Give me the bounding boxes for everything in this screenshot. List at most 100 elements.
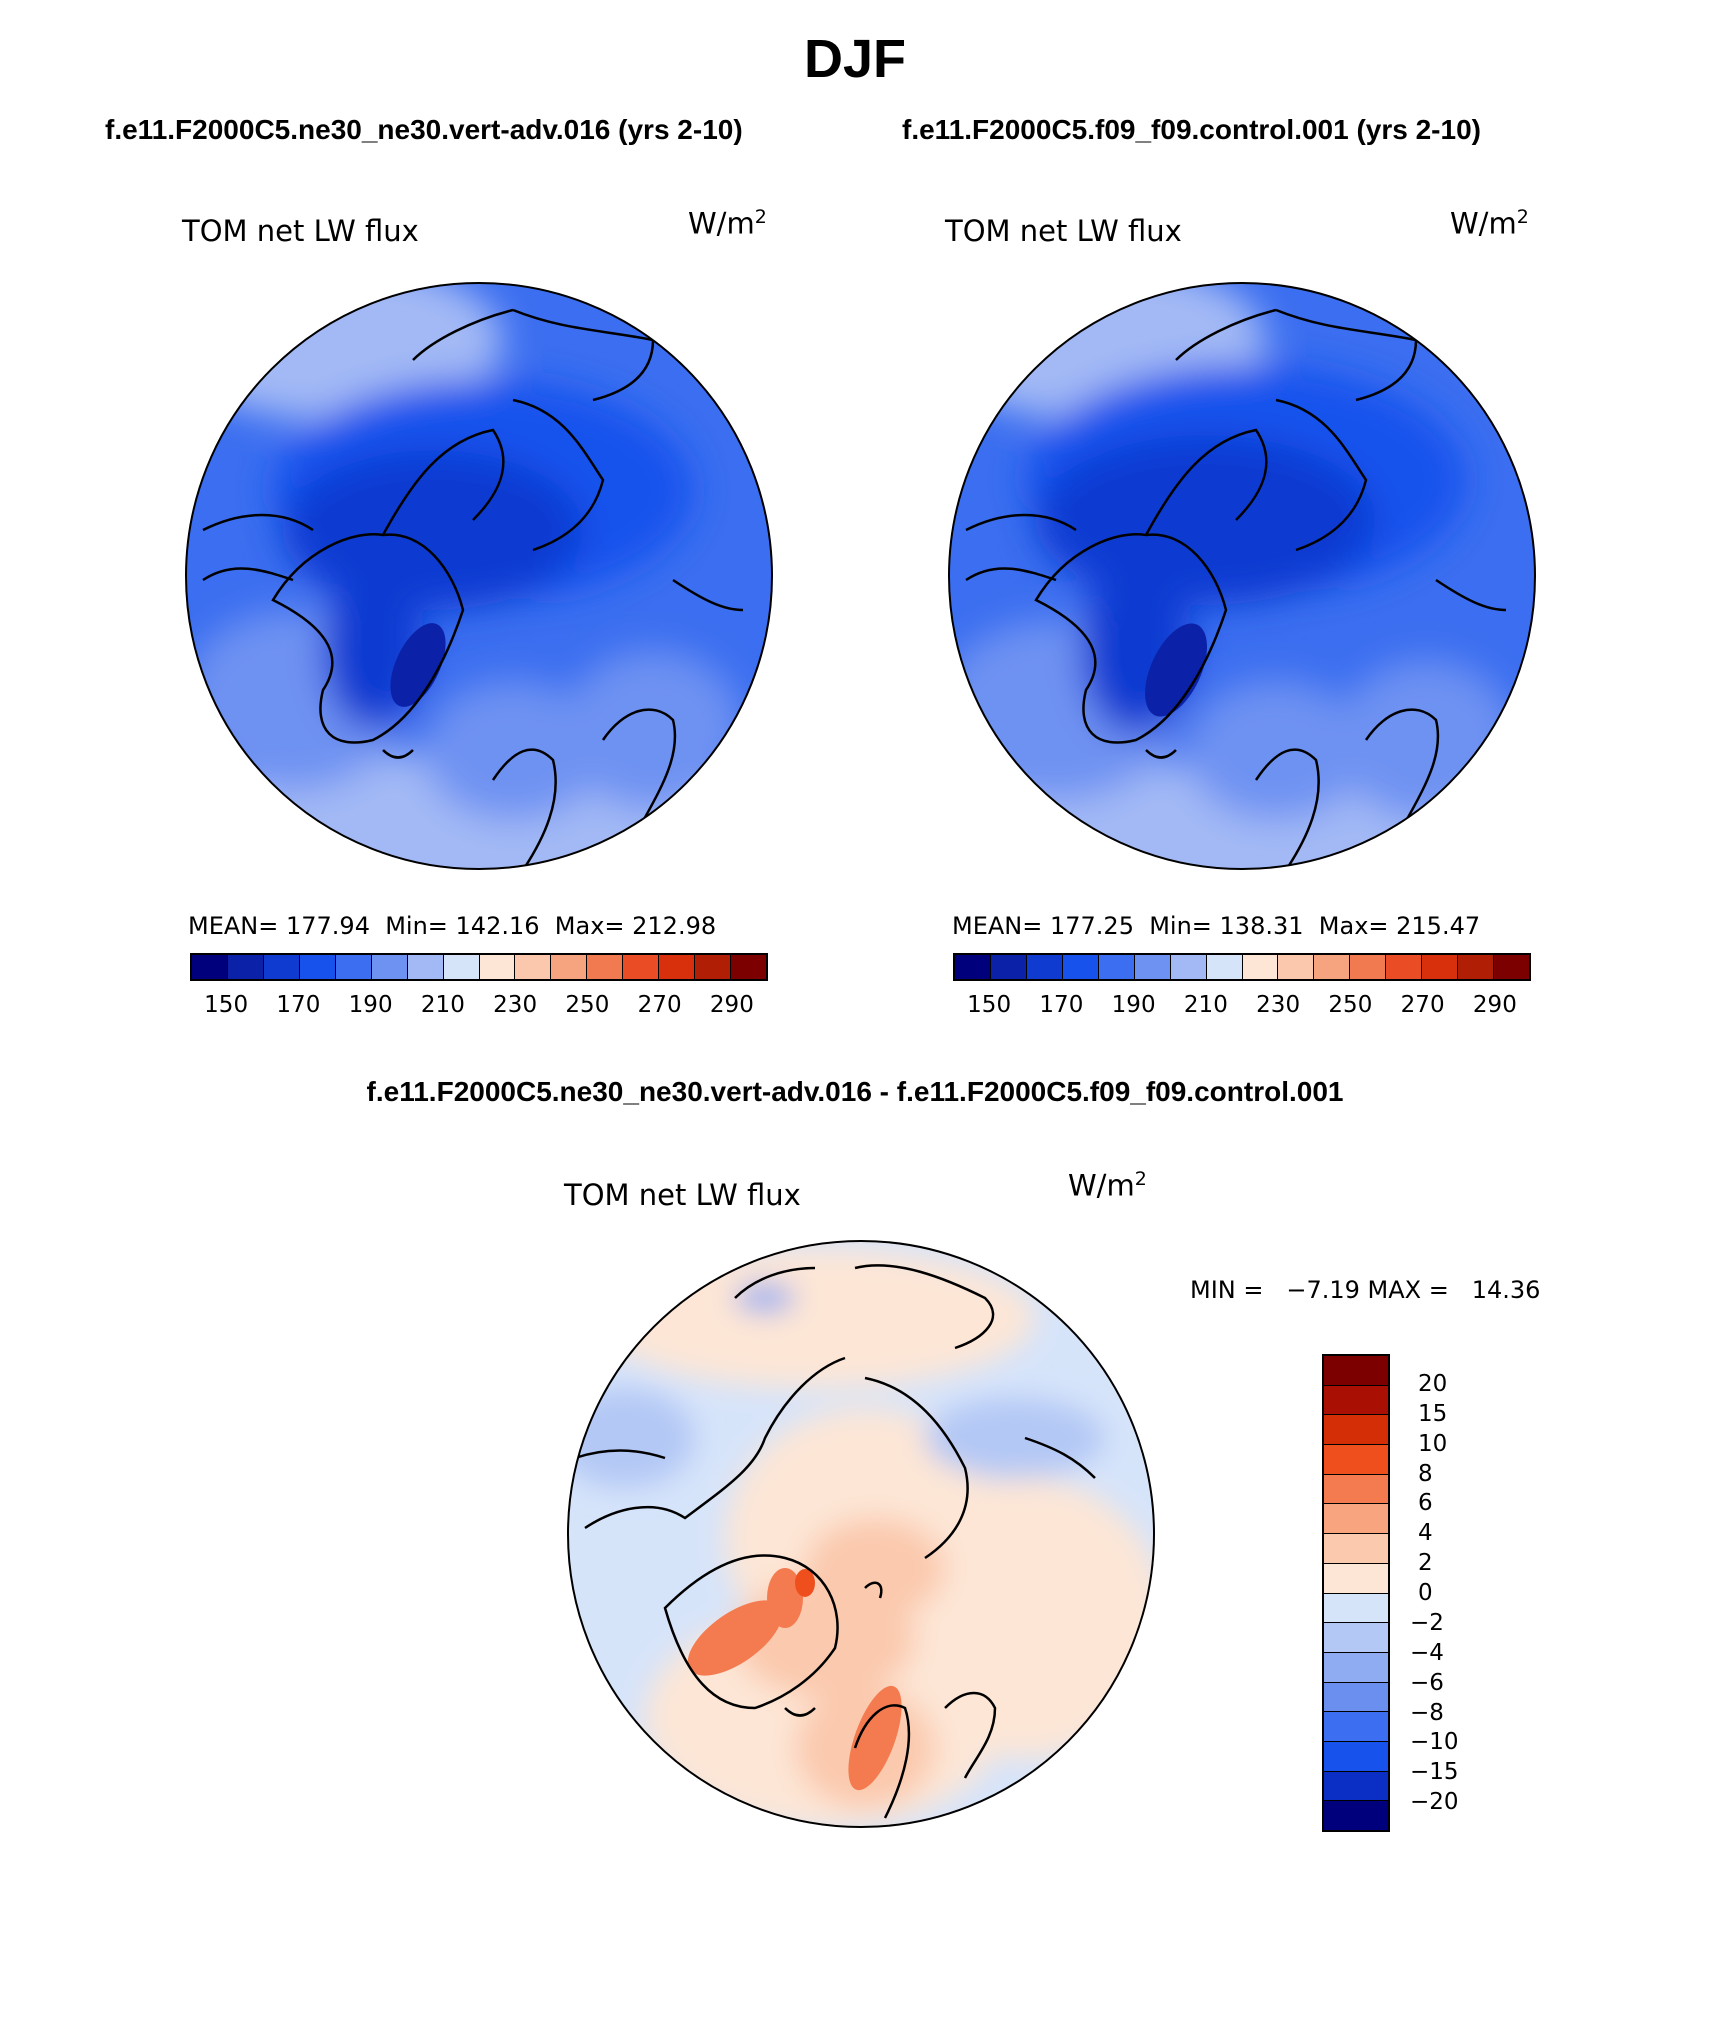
panel1-polar-map [185,282,773,870]
colorbar-box [299,955,336,979]
colorbar-box [1324,1741,1388,1772]
colorbar-box [695,955,732,979]
difference-units: W/m2 [1068,1168,1147,1203]
colorbar-box [990,955,1027,979]
colorbar-box [1324,1593,1388,1624]
colorbar-box [1458,955,1495,979]
panel1-stats: MEAN= 177.94 Min= 142.16 Max= 212.98 [188,912,717,940]
colorbar-tick-label: 230 [493,992,538,1018]
difference-title: f.e11.F2000C5.ne30_ne30.vert-adv.016 - f… [366,1076,1344,1107]
panel1-units: W/m2 [688,206,767,241]
colorbar-tick-label: 0 [1418,1580,1433,1606]
colorbar-box [1422,955,1459,979]
colorbar-box [371,955,408,979]
colorbar-box [1324,1682,1388,1713]
colorbar-box [1324,1623,1388,1653]
colorbar-box [1314,955,1351,979]
colorbar-box [1324,1801,1388,1830]
panel2-units: W/m2 [1450,206,1529,241]
colorbar-box [1206,955,1243,979]
colorbar-box [1324,1356,1388,1386]
panel2-colorbar [953,953,1531,981]
colorbar-tick-label: 210 [1183,992,1228,1018]
colorbar-box [1350,955,1387,979]
colorbar-tick-label: −10 [1410,1729,1459,1756]
panel1-colorbar-labels: 150 170 190 210 230 250 270 290 [190,992,768,1022]
colorbar-box [227,955,264,979]
colorbar-tick-label: 20 [1418,1370,1448,1397]
colorbar-box [335,955,372,979]
colorbar-box [1324,1771,1388,1802]
colorbar-box [1324,1445,1388,1475]
colorbar-box [192,955,228,979]
panel2-polar-map [948,282,1536,870]
panel2-stats: MEAN= 177.25 Min= 138.31 Max= 215.47 [952,912,1481,940]
colorbar-tick-label: 10 [1418,1430,1448,1457]
colorbar-tick-label: 170 [276,992,321,1018]
colorbar-box [1134,955,1171,979]
panel1-colorbar [190,953,768,981]
colorbar-box [1324,1712,1388,1742]
difference-colorbar-labels: 20 15 10 8 6 4 2 0 −2 −4 −6 −8 −10 −15 −20 [1410,1354,1530,1832]
colorbar-tick-label: −15 [1410,1759,1459,1786]
colorbar-box [1324,1534,1388,1564]
difference-polar-map [567,1240,1155,1828]
colorbar-box [1324,1474,1388,1505]
colorbar-box [1098,955,1135,979]
colorbar-tick-label: 6 [1418,1490,1433,1517]
colorbar-tick-label: 8 [1418,1460,1433,1487]
colorbar-box [551,955,588,979]
colorbar-box [443,955,480,979]
colorbar-box [623,955,660,979]
panel1-variable-title: TOM net LW flux [182,214,419,248]
colorbar-tick-label: 150 [204,992,249,1018]
colorbar-tick-label: 290 [709,992,754,1018]
colorbar-box [587,955,624,979]
colorbar-tick-label: −6 [1410,1669,1444,1696]
colorbar-tick-label: −4 [1410,1639,1444,1666]
colorbar-tick-label: 170 [1039,992,1084,1018]
difference-colorbar [1322,1354,1390,1832]
colorbar-box [659,955,696,979]
colorbar-tick-label: 250 [565,992,610,1018]
colorbar-box [1278,955,1315,979]
colorbar-tick-label: 230 [1256,992,1301,1018]
colorbar-box [407,955,444,979]
colorbar-tick-label: −20 [1410,1789,1459,1816]
panel1-case-title: f.e11.F2000C5.ne30_ne30.vert-adv.016 (yr… [105,114,743,145]
colorbar-tick-label: 2 [1418,1550,1433,1577]
panel2-case-title: f.e11.F2000C5.f09_f09.control.001 (yrs 2… [902,114,1481,145]
colorbar-box [263,955,300,979]
colorbar-box [1026,955,1063,979]
colorbar-tick-label: 4 [1418,1520,1433,1547]
colorbar-box [515,955,552,979]
colorbar-box [1062,955,1099,979]
colorbar-tick-label: 190 [348,992,393,1018]
colorbar-box [1324,1563,1388,1594]
colorbar-box [1386,955,1423,979]
colorbar-tick-label: 190 [1111,992,1156,1018]
colorbar-tick-label: −2 [1410,1609,1444,1636]
colorbar-tick-label: 210 [420,992,465,1018]
colorbar-tick-label: 290 [1472,992,1517,1018]
difference-variable-title: TOM net LW flux [564,1178,801,1212]
colorbar-tick-label: 270 [1400,992,1445,1018]
colorbar-tick-label: 150 [967,992,1012,1018]
colorbar-tick-label: 270 [637,992,682,1018]
panel2-variable-title: TOM net LW flux [945,214,1182,248]
colorbar-box [479,955,516,979]
colorbar-box [1324,1504,1388,1535]
colorbar-box [1242,955,1279,979]
colorbar-box [1324,1385,1388,1416]
colorbar-tick-label: 15 [1418,1400,1448,1427]
colorbar-box [955,955,991,979]
colorbar-box [1170,955,1207,979]
panel2-colorbar-labels: 150 170 190 210 230 250 270 290 [953,992,1531,1022]
colorbar-box [1324,1652,1388,1683]
season-title: DJF [803,29,906,89]
colorbar-tick-label: 250 [1328,992,1373,1018]
colorbar-box [1324,1415,1388,1446]
colorbar-tick-label: −8 [1410,1699,1444,1726]
colorbar-box [731,955,766,979]
colorbar-box [1494,955,1529,979]
